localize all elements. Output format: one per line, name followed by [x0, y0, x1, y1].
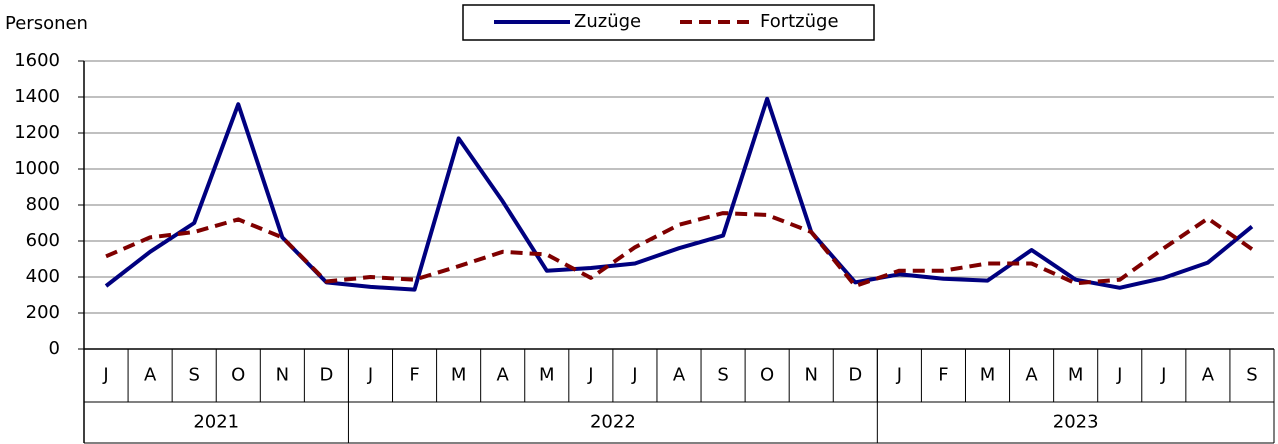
x-tick-label: M — [451, 365, 467, 386]
x-tick-label: M — [1068, 365, 1084, 386]
y-tick-label: 800 — [26, 194, 60, 215]
y-tick-label: 0 — [49, 338, 60, 359]
x-tick-label: J — [1116, 365, 1122, 386]
x-tick-label: J — [587, 365, 593, 386]
x-tick-label: F — [938, 365, 948, 386]
x-tick-label: A — [673, 365, 686, 386]
x-tick-label: J — [631, 365, 637, 386]
y-tick-label: 200 — [26, 302, 60, 323]
x-tick-label: O — [231, 365, 245, 386]
group-label: 2022 — [590, 412, 636, 433]
x-tick-label: S — [188, 365, 199, 386]
x-tick-label: J — [896, 365, 902, 386]
y-tick-label: 1200 — [14, 122, 60, 143]
group-label: 2021 — [193, 412, 239, 433]
y-tick-label: 600 — [26, 230, 60, 251]
x-tick-label: J — [367, 365, 373, 386]
x-tick-label: A — [144, 365, 157, 386]
x-tick-label: D — [848, 365, 862, 386]
series-line — [104, 96, 1254, 292]
x-tick-label: N — [276, 365, 289, 386]
x-tick-label: J — [1160, 365, 1166, 386]
x-tick-label: D — [319, 365, 333, 386]
x-tick-label: M — [980, 365, 996, 386]
x-tick-label: M — [539, 365, 555, 386]
x-tick-label: J — [102, 365, 108, 386]
y-tick-label: 1000 — [14, 158, 60, 179]
x-tick-label: O — [760, 365, 774, 386]
x-tick-label: N — [804, 365, 817, 386]
x-tick-label: A — [1202, 365, 1215, 386]
y-axis-label: Personen — [5, 13, 88, 34]
y-tick-label: 1400 — [14, 86, 60, 107]
y-tick-label: 400 — [26, 266, 60, 287]
legend-label: Fortzüge — [760, 11, 839, 32]
x-tick-label: A — [497, 365, 510, 386]
y-tick-label: 1600 — [14, 50, 60, 71]
x-tick-label: F — [409, 365, 419, 386]
x-tick-label: S — [1246, 365, 1257, 386]
legend-label: Zuzüge — [574, 11, 641, 32]
group-label: 2023 — [1053, 412, 1099, 433]
x-tick-label: S — [717, 365, 728, 386]
x-tick-label: A — [1025, 365, 1038, 386]
